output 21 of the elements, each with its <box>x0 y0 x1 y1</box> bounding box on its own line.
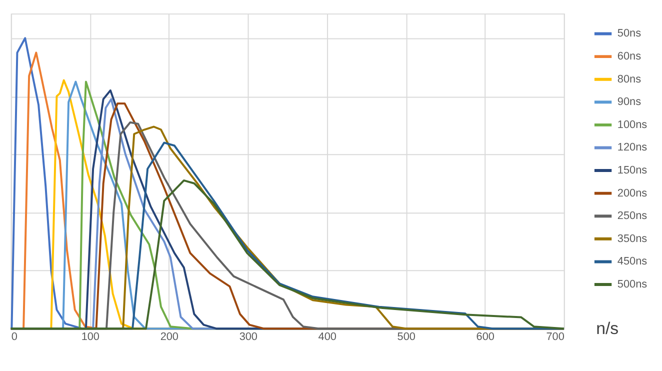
legend-label: 120ns <box>617 142 648 154</box>
legend-label: 60ns <box>617 50 642 63</box>
legend-label: 80ns <box>617 73 642 86</box>
legend-label: 450ns <box>617 256 648 268</box>
legend-label: 90ns <box>617 96 642 108</box>
legend-label: 200ns <box>617 187 648 200</box>
legend-label: 350ns <box>617 232 648 245</box>
legend-label: 250ns <box>617 210 648 222</box>
x-tick-label: 0 <box>11 330 18 343</box>
legend-label: 150ns <box>617 164 648 177</box>
legend-label: 50ns <box>617 28 642 40</box>
x-tick-label: 400 <box>318 330 336 343</box>
x-tick-label: 500 <box>397 330 416 343</box>
x-tick-label: 300 <box>239 330 258 343</box>
x-tick-label: 100 <box>81 330 100 343</box>
x-tick-label: 600 <box>476 330 494 343</box>
x-axis-title: n/s <box>596 319 619 338</box>
legend-label: 100ns <box>617 118 648 131</box>
legend-label: 500ns <box>617 278 648 290</box>
x-tick-label: 200 <box>160 330 178 343</box>
x-tick-label: 700 <box>546 330 564 343</box>
